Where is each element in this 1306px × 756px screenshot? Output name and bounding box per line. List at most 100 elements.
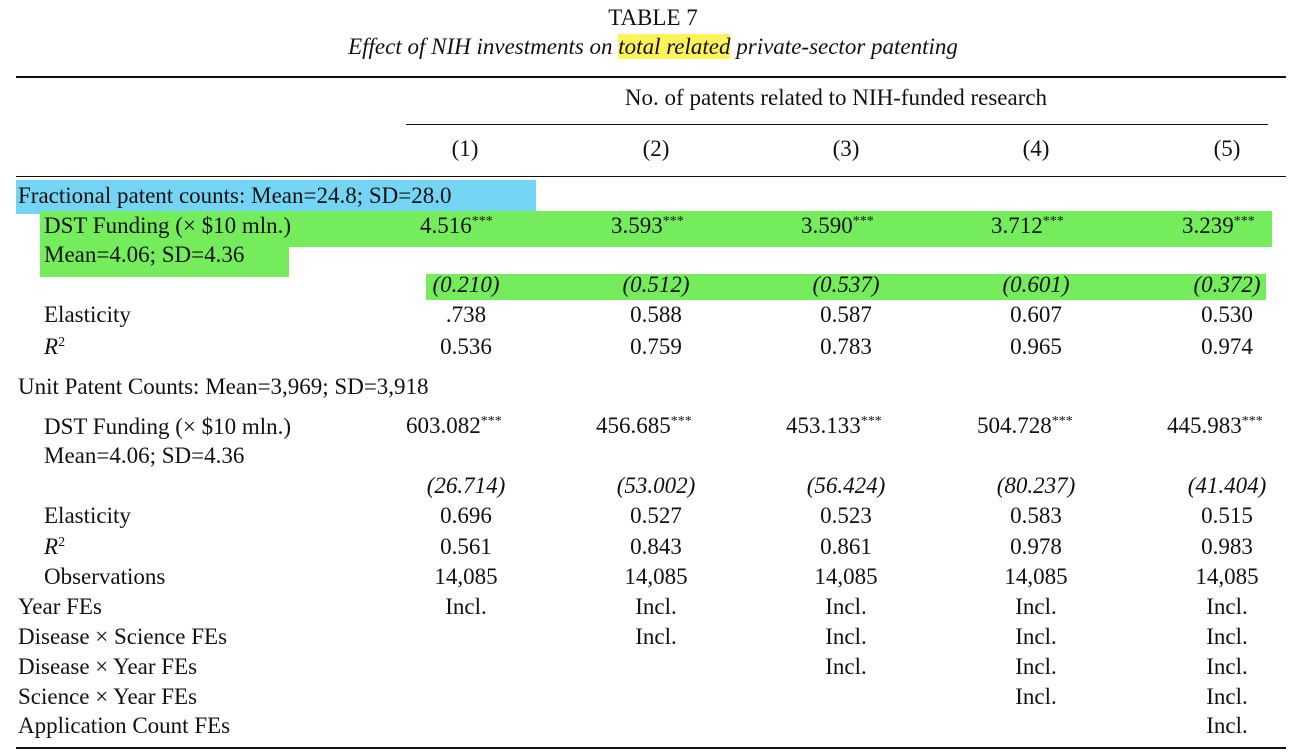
- table-caption: Effect of NIH investments on total relat…: [348, 32, 958, 62]
- panel-b-elasticity-5: 0.515: [1201, 503, 1253, 528]
- significance-stars: ***: [480, 414, 502, 429]
- panel-a-r2-4: 0.965: [1010, 334, 1062, 359]
- panel-b-observations-1: 14,085: [434, 564, 498, 589]
- coef-row-highlight: [40, 211, 1272, 247]
- coef-value: 453.133: [786, 413, 861, 438]
- coef-value: 3.590: [801, 213, 853, 238]
- mean-sd-highlight: [40, 244, 289, 277]
- panel-a-se-3: (0.537): [812, 272, 880, 297]
- panel-a-r2-1: 0.536: [440, 334, 492, 359]
- panel-b-observations-label: Observations: [44, 564, 166, 589]
- column-header-1: (1): [451, 136, 479, 161]
- panel-b-r2-3: 0.861: [820, 534, 872, 559]
- panel-b-elasticity-3: 0.523: [820, 503, 872, 528]
- header-underline: [406, 124, 1268, 125]
- panel-b-elasticity-4: 0.583: [1010, 503, 1062, 528]
- column-group-header: No. of patents related to NIH-funded res…: [624, 85, 1048, 110]
- panel-b-r2-1: 0.561: [440, 534, 492, 559]
- significance-stars: ***: [1241, 414, 1263, 429]
- panel-b-coef-1: 603.082***: [406, 411, 502, 441]
- fe-year-2: Incl.: [635, 594, 677, 619]
- panel-b-elasticity-2: 0.527: [630, 503, 682, 528]
- panel-a-se-5: (0.372): [1193, 272, 1261, 297]
- panel-b-observations-2: 14,085: [624, 564, 688, 589]
- fe-disease-year-5: Incl.: [1206, 654, 1248, 679]
- fe-label-disease-year: Disease × Year FEs: [18, 654, 198, 679]
- fe-science-year-4: Incl.: [1015, 684, 1057, 709]
- panel-a-r2-2: 0.759: [630, 334, 682, 359]
- panel-a-elasticity-2: 0.588: [630, 302, 682, 327]
- panel-b-r2-label: R2: [44, 532, 65, 562]
- header-rule: [16, 176, 1286, 177]
- fe-year-5: Incl.: [1206, 594, 1248, 619]
- fe-disease-science-4: Incl.: [1015, 624, 1057, 649]
- caption-end: private-sector patenting: [730, 34, 958, 59]
- caption-highlight: total related: [618, 34, 731, 59]
- panel-b-funding-label: DST Funding (× $10 mln.): [44, 414, 292, 439]
- panel-a-r2-label: R2: [44, 332, 65, 362]
- panel-a-se-4: (0.601): [1002, 272, 1070, 297]
- panel-b-coef-3: 453.133***: [786, 411, 882, 441]
- panel-b-r2-4: 0.978: [1010, 534, 1062, 559]
- significance-stars: ***: [852, 214, 874, 229]
- significance-stars: ***: [1051, 414, 1073, 429]
- r2-superscript: 2: [58, 535, 66, 550]
- panel-a-elasticity-3: 0.587: [820, 302, 872, 327]
- panel-b-se-4: (80.237): [996, 473, 1076, 498]
- panel-a-funding-sub: Mean=4.06; SD=4.36: [44, 242, 245, 267]
- significance-stars: ***: [860, 414, 882, 429]
- panel-b-elasticity-label: Elasticity: [44, 503, 131, 528]
- panel-a-se-2: (0.512): [622, 272, 690, 297]
- fe-label-year: Year FEs: [18, 594, 102, 619]
- coef-value: 504.728: [977, 413, 1052, 438]
- coef-value: 445.983: [1167, 413, 1242, 438]
- panel-b-se-5: (41.404): [1187, 473, 1267, 498]
- top-rule: [16, 76, 1286, 78]
- panel-b-se-3: (56.424): [806, 473, 886, 498]
- panel-b-observations-3: 14,085: [814, 564, 878, 589]
- coef-value: 4.516: [420, 213, 472, 238]
- fe-science-year-5: Incl.: [1206, 684, 1248, 709]
- panel-a-coef-5: 3.239***: [1182, 211, 1255, 241]
- significance-stars: ***: [662, 214, 684, 229]
- table-number: TABLE 7: [608, 5, 698, 30]
- fe-label-science-year: Science × Year FEs: [18, 684, 198, 709]
- panel-a-title-highlight: [16, 180, 536, 214]
- panel-a-title: Fractional patent counts: Mean=24.8; SD=…: [18, 183, 452, 208]
- panel-b-title: Unit Patent Counts: Mean=3,969; SD=3,918: [18, 374, 429, 399]
- panel-a-r2-5: 0.974: [1201, 334, 1253, 359]
- fe-disease-science-3: Incl.: [825, 624, 867, 649]
- significance-stars: ***: [670, 414, 692, 429]
- fe-application-count-5: Incl.: [1206, 713, 1248, 738]
- panel-a-coef-3: 3.590***: [801, 211, 874, 241]
- fe-disease-science-5: Incl.: [1206, 624, 1248, 649]
- coef-value: 456.685: [596, 413, 671, 438]
- panel-b-funding-sub: Mean=4.06; SD=4.36: [44, 443, 245, 468]
- fe-year-1: Incl.: [445, 594, 487, 619]
- se-row-highlight: [426, 274, 1266, 300]
- panel-b-elasticity-1: 0.696: [440, 503, 492, 528]
- panel-a-se-1: (0.210): [432, 272, 500, 297]
- r2-superscript: 2: [58, 335, 66, 350]
- coef-value: 3.712: [991, 213, 1043, 238]
- panel-a-elasticity-5: 0.530: [1201, 302, 1253, 327]
- bottom-rule: [16, 747, 1286, 749]
- panel-a-coef-2: 3.593***: [611, 211, 684, 241]
- significance-stars: ***: [1042, 214, 1064, 229]
- significance-stars: ***: [471, 214, 493, 229]
- fe-disease-year-3: Incl.: [825, 654, 867, 679]
- panel-a-elasticity-4: 0.607: [1010, 302, 1062, 327]
- panel-b-se-2: (53.002): [616, 473, 696, 498]
- column-header-5: (5): [1213, 136, 1241, 161]
- panel-a-coef-1: 4.516***: [420, 211, 493, 241]
- fe-year-3: Incl.: [825, 594, 867, 619]
- fe-year-4: Incl.: [1015, 594, 1057, 619]
- panel-b-r2-2: 0.843: [630, 534, 682, 559]
- panel-b-coef-4: 504.728***: [977, 411, 1073, 441]
- panel-a-elasticity-1: .738: [445, 302, 487, 327]
- significance-stars: ***: [1233, 214, 1255, 229]
- panel-b-se-1: (26.714): [426, 473, 506, 498]
- column-header-2: (2): [642, 136, 670, 161]
- panel-b-observations-4: 14,085: [1004, 564, 1068, 589]
- fe-label-application-count: Application Count FEs: [18, 713, 231, 738]
